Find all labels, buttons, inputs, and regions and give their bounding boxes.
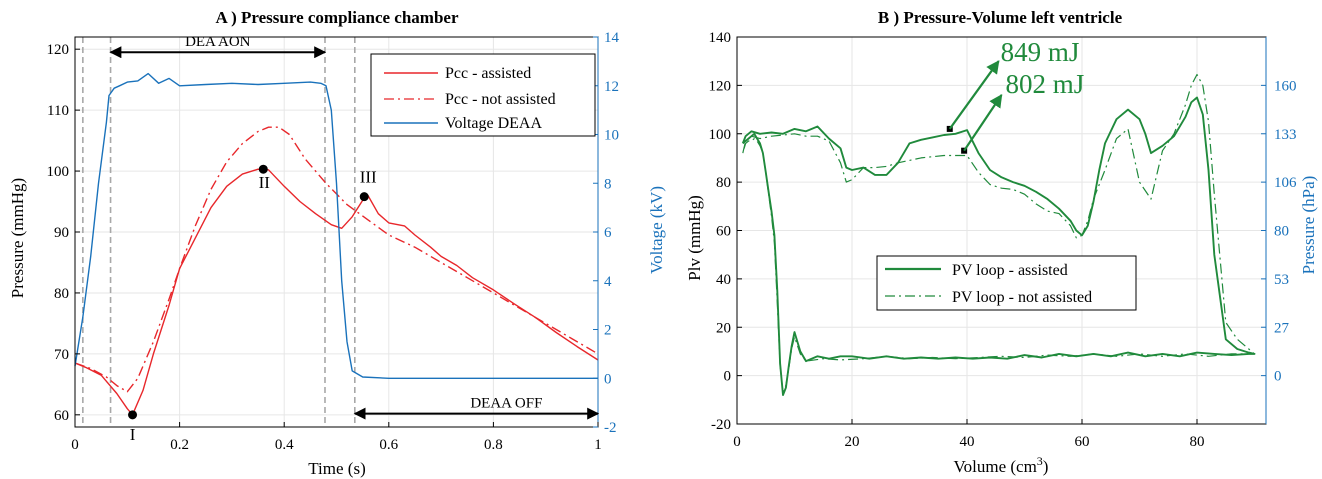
chart-b-y-tick-label: -20	[711, 417, 731, 433]
chart-a-legend-label-assisted: Pcc - assisted	[445, 65, 531, 82]
chart-b-y2-tick-label: 133	[1274, 127, 1297, 143]
chart-a: 0 0.2 0.4 0.6 0.8 1 60 70 80 90 100 110 120 -2 0 2 4 6 8…	[8, 8, 666, 478]
chart-b-y2-tick-label: 80	[1274, 224, 1289, 240]
chart-b-arrow-label: 802 mJ	[1006, 69, 1085, 99]
chart-a-y-ticks: 60 70 80 90 100 110 120	[47, 42, 80, 424]
chart-b-series	[741, 73, 1256, 396]
chart-b-y-tick-label: 40	[716, 272, 731, 288]
chart-a-point-label: III	[360, 168, 377, 187]
chart-a-annotation-label: DEA AON	[185, 34, 251, 50]
chart-a-x-tick-label: 0.2	[170, 437, 189, 453]
chart-b-y-tick-label: 20	[716, 320, 731, 336]
chart-b-ylabel: Plv (mmHg)	[685, 195, 704, 280]
chart-a-y-tick-label: 110	[47, 103, 69, 119]
chart-a-legend-label-not-assisted: Pcc - not assisted	[445, 91, 556, 108]
chart-a-point-label: I	[130, 425, 136, 444]
chart-b-legend-box	[876, 255, 1137, 311]
chart-b-y-tick-label: 140	[709, 30, 732, 46]
chart-a-series	[74, 72, 599, 416]
chart-a-y-tick-label: 100	[47, 164, 70, 180]
chart-b-y-tick-label: 0	[724, 369, 732, 385]
chart-b-series-line-0	[741, 96, 1256, 396]
chart-b-y2-tick-label: 0	[1274, 369, 1282, 385]
chart-a-series-line-0	[74, 168, 599, 416]
chart-a-points: III III	[128, 164, 377, 444]
chart-b-xlabel-end: )	[1043, 457, 1049, 476]
chart-b-legend-label-not-assisted: PV loop - not assisted	[952, 289, 1092, 306]
chart-a-point-marker	[258, 164, 268, 174]
chart-a-x-tick-label: 0.6	[379, 437, 398, 453]
chart-a-x-tick-label: 0	[71, 437, 79, 453]
chart-b-x-ticks: 0 20 40 60 80	[733, 419, 1205, 450]
chart-b-y-ticks: -20 0 20 40 60 80 100 120 140	[709, 30, 742, 433]
chart-a-y2-tick-label: 14	[604, 30, 620, 46]
chart-b-xlabel-sup: 3	[1037, 454, 1043, 468]
chart-a-y2label: Voltage (kV)	[647, 186, 666, 274]
chart-b-y2-tick-label: 160	[1274, 78, 1297, 94]
chart-a-y2-tick-label: 2	[604, 323, 612, 339]
chart-b-arrow	[963, 93, 1003, 152]
chart-a-title: A ) Pressure compliance chamber	[216, 8, 459, 27]
chart-a-annotation-label: DEAA OFF	[470, 396, 542, 412]
chart-b-y-tick-label: 60	[716, 224, 731, 240]
chart-a-legend-label-voltage: Voltage DEAA	[445, 115, 542, 132]
chart-b-x-tick-label: 60	[1075, 434, 1090, 450]
chart-a-annotations: DEA AON DEAA OFF	[109, 34, 600, 420]
chart-a-vertical-markers	[82, 37, 356, 427]
chart-b-legend-label-assisted: PV loop - assisted	[952, 262, 1068, 279]
chart-a-ylabel: Pressure (mmHg)	[8, 178, 27, 298]
chart-a-x-tick-label: 0.8	[484, 437, 503, 453]
chart-b-x-tick-label: 80	[1190, 434, 1205, 450]
chart-b-x-tick-label: 40	[960, 434, 975, 450]
chart-b-title: B ) Pressure-Volume left ventricle	[878, 8, 1123, 27]
chart-a-y2-tick-label: 0	[604, 371, 612, 387]
chart-b-arrow	[948, 60, 1000, 130]
chart-b-x-tick-label: 20	[845, 434, 860, 450]
chart-a-y2-tick-label: 6	[604, 225, 612, 241]
chart-b-y2-ticks: 0 27 53 80 106 133 160	[1261, 78, 1297, 385]
chart-a-y-tick-label: 60	[54, 408, 69, 424]
chart-a-y2-tick-label: 12	[604, 79, 619, 95]
chart-b-legend: PV loop - assisted PV loop - not assiste…	[876, 255, 1137, 311]
chart-a-x-ticks: 0 0.2 0.4 0.6 0.8 1	[71, 422, 602, 453]
chart-a-x-tick-label: 0.4	[275, 437, 294, 453]
chart-a-legend: Pcc - assisted Pcc - not assisted Voltag…	[370, 53, 596, 137]
chart-a-point-label: II	[259, 173, 271, 192]
chart-b-y2-tick-label: 106	[1274, 175, 1297, 191]
chart-a-xlabel: Time (s)	[308, 459, 365, 478]
chart-b-y-tick-label: 120	[709, 78, 732, 94]
chart-b-y-tick-label: 80	[716, 175, 731, 191]
chart-a-point-marker	[128, 410, 138, 420]
chart-a-y-tick-label: 90	[54, 225, 69, 241]
chart-a-y-tick-label: 70	[54, 347, 69, 363]
chart-a-series-line-2	[74, 72, 598, 379]
chart-b-xlabel-main: Volume (cm	[954, 457, 1037, 476]
chart-b-y2-tick-label: 53	[1274, 272, 1289, 288]
chart-b-y2-tick-label: 27	[1274, 320, 1290, 336]
chart-a-y-tick-label: 120	[47, 42, 70, 58]
chart-b-xlabel: Volume (cm3)	[954, 454, 1049, 476]
chart-b-series-line-1	[742, 73, 1256, 394]
chart-a-y2-ticks: -2 0 2 4 6 8 10 12 14	[593, 30, 620, 436]
chart-a-y-tick-label: 80	[54, 286, 69, 302]
chart-b-x-tick-label: 0	[733, 434, 741, 450]
chart-a-x-tick-label: 1	[594, 437, 602, 453]
chart-a-y2-tick-label: -2	[604, 420, 617, 436]
chart-a-y2-tick-label: 4	[604, 274, 612, 290]
chart-b-y-tick-label: 100	[709, 127, 732, 143]
chart-a-y2-tick-label: 8	[604, 176, 612, 192]
chart-a-y2-tick-label: 10	[604, 128, 619, 144]
chart-b-y2label: Pressure (hPa)	[1299, 176, 1318, 275]
chart-b-arrow-label: 849 mJ	[1001, 37, 1080, 67]
chart-a-series-line-1	[74, 126, 599, 393]
chart-a-point-marker	[359, 192, 369, 202]
